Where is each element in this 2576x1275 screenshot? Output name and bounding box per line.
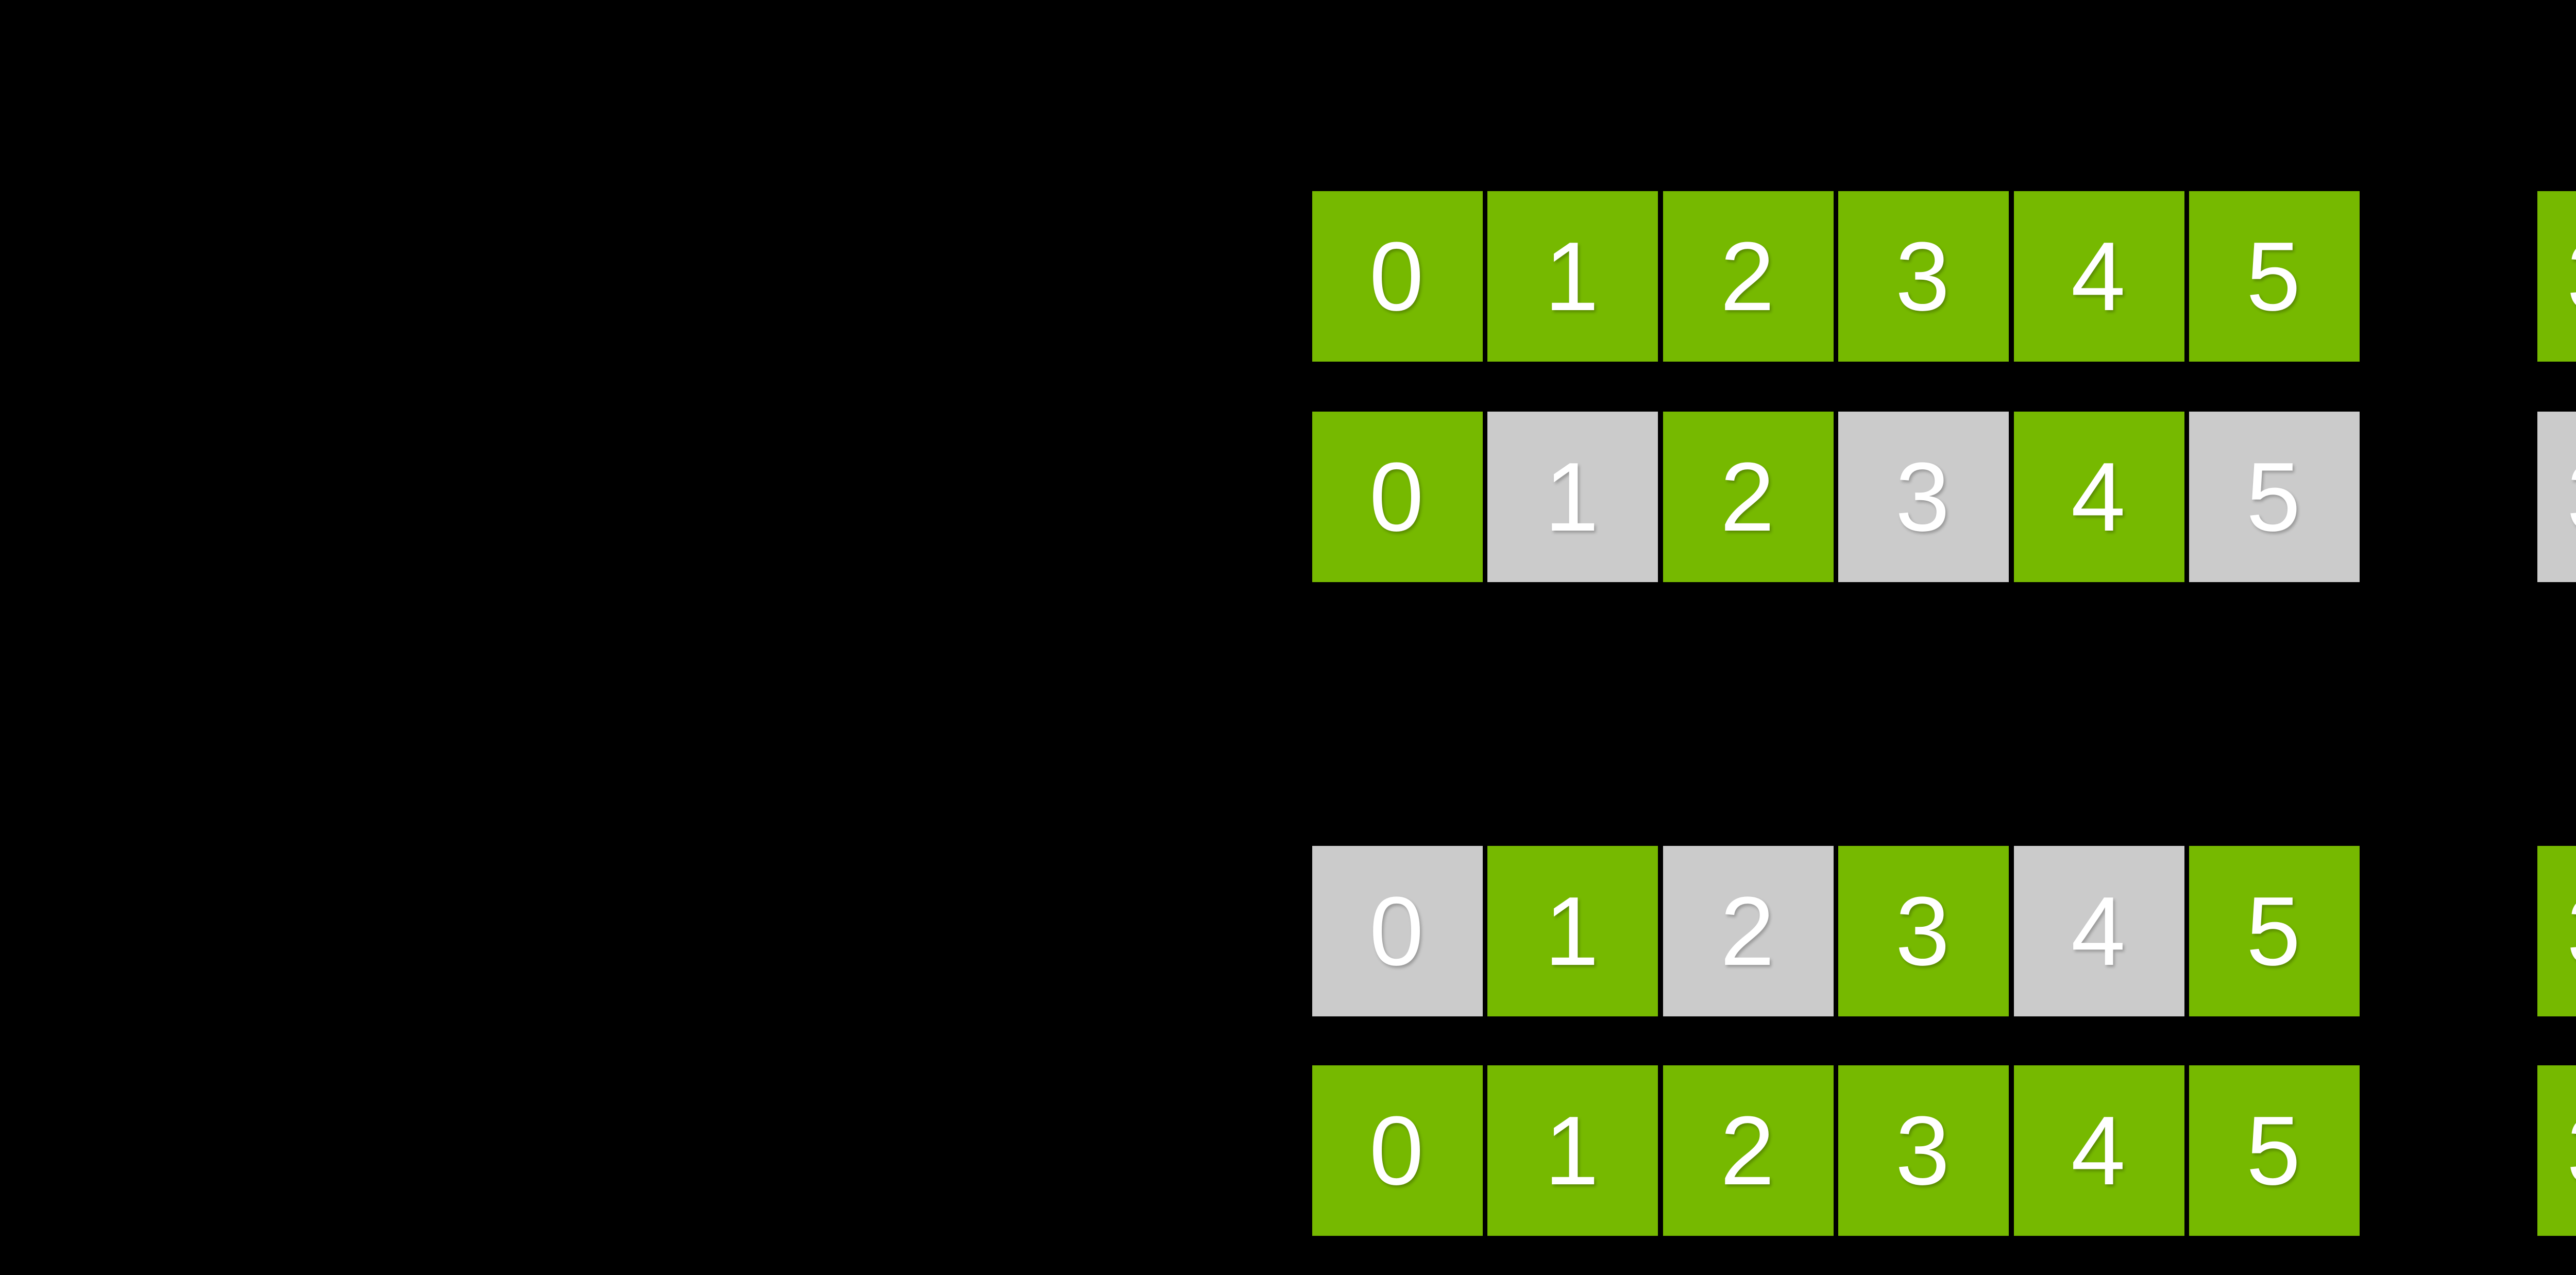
- thread-cell-1: 1: [1487, 846, 1658, 1016]
- thread-cell-5: 5: [2189, 191, 2360, 362]
- thread-cell-0: 0: [1312, 846, 1483, 1016]
- thread-cell-0: 0: [1312, 1065, 1483, 1236]
- thread-cell-5: 5: [2189, 412, 2360, 582]
- thread-cell-31: 31: [2537, 412, 2576, 582]
- thread-cell-2: 2: [1663, 846, 1834, 1016]
- warp-row-4: 0 1 2 3 4 5 31: [0, 1065, 2576, 1236]
- thread-cell-31: 31: [2537, 191, 2576, 362]
- thread-cell-5: 5: [2189, 846, 2360, 1016]
- thread-cell-3: 3: [1838, 846, 2009, 1016]
- thread-cell-2: 2: [1663, 412, 1834, 582]
- thread-cell-1: 1: [1487, 191, 1658, 362]
- thread-cell-4: 4: [2014, 846, 2184, 1016]
- warp-row-3: 0 1 2 3 4 5 31: [0, 846, 2576, 1016]
- thread-cell-0: 0: [1312, 191, 1483, 362]
- thread-cell-1: 1: [1487, 412, 1658, 582]
- thread-cell-4: 4: [2014, 412, 2184, 582]
- warp-row-2: 0 1 2 3 4 5 31: [0, 412, 2576, 582]
- thread-cell-3: 3: [1838, 1065, 2009, 1236]
- thread-cell-31: 31: [2537, 846, 2576, 1016]
- thread-cell-2: 2: [1663, 1065, 1834, 1236]
- thread-cell-4: 4: [2014, 1065, 2184, 1236]
- thread-cell-5: 5: [2189, 1065, 2360, 1236]
- thread-cell-2: 2: [1663, 191, 1834, 362]
- thread-cell-1: 1: [1487, 1065, 1658, 1236]
- thread-cell-31: 31: [2537, 1065, 2576, 1236]
- thread-cell-0: 0: [1312, 412, 1483, 582]
- thread-cell-3: 3: [1838, 191, 2009, 362]
- warp-row-1: 0 1 2 3 4 5 31: [0, 191, 2576, 362]
- thread-cell-4: 4: [2014, 191, 2184, 362]
- thread-cell-3: 3: [1838, 412, 2009, 582]
